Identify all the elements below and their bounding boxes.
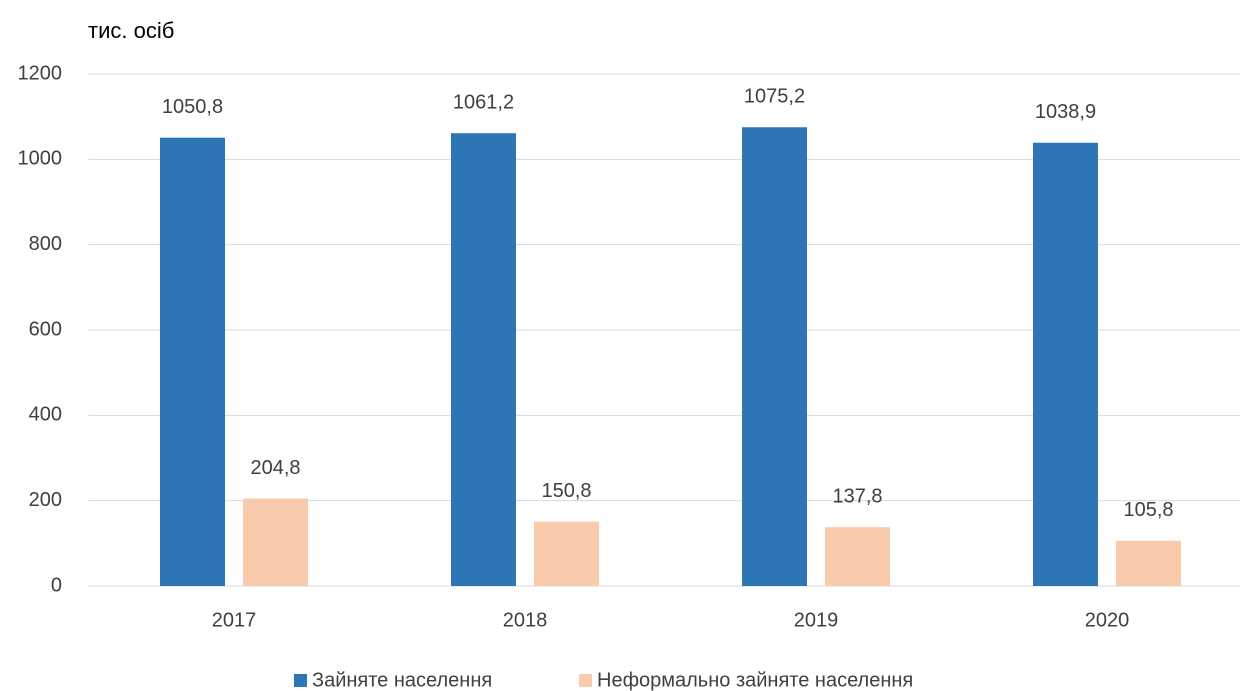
- bar: [451, 133, 516, 587]
- value-label: 1038,9: [1035, 101, 1096, 123]
- legend-swatch: [579, 674, 592, 687]
- bar: [160, 137, 225, 586]
- y-tick-label: 1200: [18, 62, 63, 84]
- x-tick-label: 2018: [503, 609, 548, 631]
- value-label: 204,8: [250, 457, 300, 479]
- value-label: 150,8: [541, 480, 591, 502]
- legend-label: Зайняте населення: [312, 669, 492, 691]
- x-tick-label: 2020: [1085, 609, 1130, 631]
- y-tick-label: 0: [51, 574, 62, 596]
- legend-label: Неформально зайняте населення: [597, 669, 913, 691]
- y-tick-label: 600: [29, 318, 62, 340]
- bar: [825, 527, 890, 586]
- value-label: 1050,8: [162, 96, 223, 118]
- y-tick-label: 400: [29, 404, 62, 426]
- y-tick-label: 800: [29, 233, 62, 255]
- value-label: 1061,2: [453, 92, 514, 114]
- y-axis-label: тис. осіб: [88, 18, 174, 43]
- value-label: 137,8: [832, 485, 882, 507]
- y-tick-label: 200: [29, 489, 62, 511]
- bar: [1116, 540, 1181, 586]
- value-label: 105,8: [1123, 499, 1173, 521]
- bar: [534, 521, 599, 586]
- value-label: 1075,2: [744, 86, 805, 108]
- bar: [742, 127, 807, 587]
- legend-swatch: [294, 674, 307, 687]
- bar: [1033, 142, 1098, 586]
- x-tick-label: 2019: [794, 609, 839, 631]
- bar: [243, 498, 308, 586]
- x-tick-label: 2017: [212, 609, 257, 631]
- y-tick-label: 1000: [18, 148, 63, 170]
